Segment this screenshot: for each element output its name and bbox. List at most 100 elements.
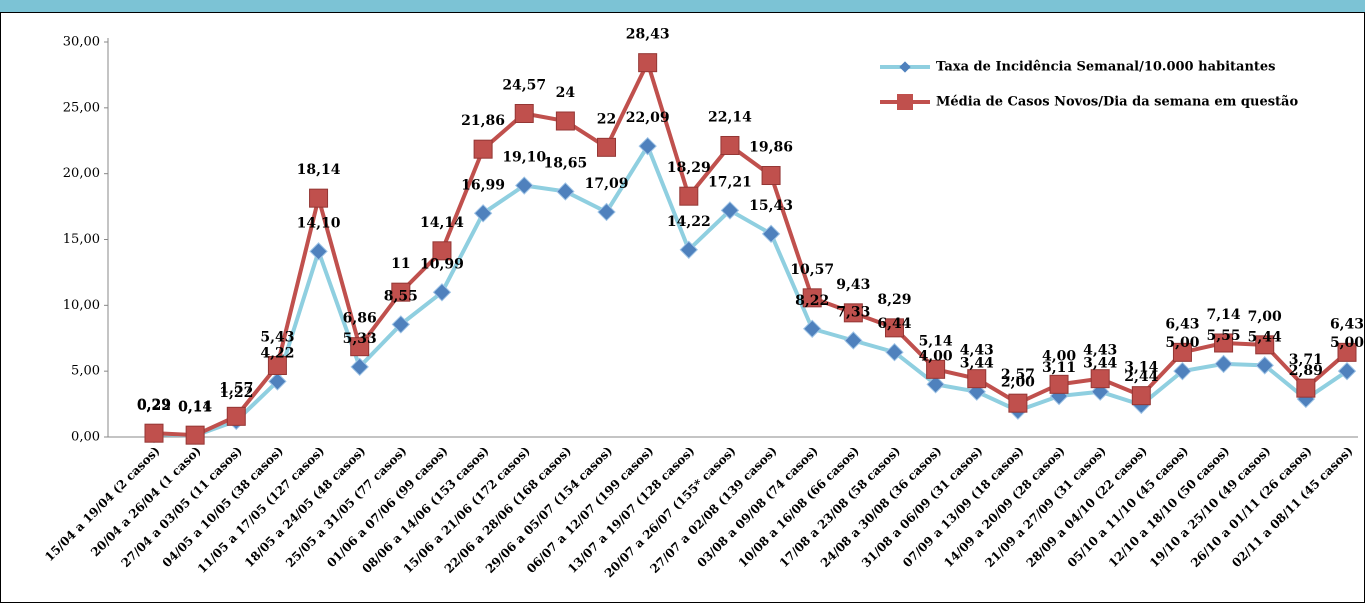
marker [555,111,575,131]
value-label: 17,21 [708,174,752,190]
marker [226,406,246,426]
marker [720,201,740,220]
marker [309,188,329,208]
value-label: 5,44 [1248,329,1282,345]
marker [1049,374,1069,394]
marker [885,343,904,362]
marker [761,224,781,244]
marker [473,139,493,159]
marker [515,176,534,195]
marker [884,318,904,338]
y-tick-label: 30,00 [63,35,100,50]
value-label: 7,00 [1248,309,1282,325]
legend-label: Média de Casos Novos/Dia da semana em qu… [936,95,1298,110]
value-label: 3,14 [1124,360,1158,376]
marker [967,369,987,389]
value-label: 3,44 [960,356,994,372]
marker [309,242,328,261]
value-label: 21,86 [461,113,505,129]
marker [597,202,616,222]
y-tick-label: 20,00 [63,166,100,181]
value-label: 5,00 [1165,335,1199,351]
marker [926,375,945,394]
marker [597,137,617,157]
marker [1173,361,1192,381]
marker [350,357,369,377]
value-label: 6,86 [343,311,377,327]
value-label: 1,57 [219,380,253,396]
value-label: 24 [556,85,576,101]
value-label: 0,11 [178,400,212,416]
value-label: 4,00 [1042,348,1076,364]
value-label: 6,43 [1165,316,1199,332]
marker [761,166,781,186]
marker [144,423,164,443]
value-label: 5,43 [260,330,294,346]
value-label: 0,14 [178,399,212,415]
value-label: 19,86 [749,140,793,156]
value-label: 5,55 [1207,328,1241,344]
value-label: 6,44 [877,316,911,332]
value-label: 8,55 [384,288,418,304]
value-label: 17,09 [585,176,629,192]
value-label: 3,71 [1289,352,1323,368]
marker [391,315,411,334]
value-label: 1,22 [219,385,253,401]
value-label: 22,09 [626,110,670,126]
marker [720,135,740,155]
value-label: 4,00 [919,348,953,364]
top-strip [0,0,1365,12]
marker [350,337,370,357]
marker [843,303,863,323]
value-label: 24,57 [502,77,546,93]
y-tick-label: 15,00 [63,232,100,247]
value-label: 10,99 [420,256,464,272]
marker [1337,361,1357,381]
value-label: 14,14 [420,215,464,231]
value-label: 5,33 [343,331,377,347]
value-label: 9,43 [836,277,870,293]
marker [1255,335,1275,355]
marker [185,425,205,445]
value-label: 8,29 [877,292,911,308]
value-label: 5,14 [919,333,953,349]
marker [391,282,411,302]
value-label: 6,43 [1330,316,1364,332]
marker [1296,378,1316,398]
value-label: 11 [391,256,410,272]
y-tick-label: 25,00 [63,100,100,115]
value-label: 2,89 [1289,363,1323,379]
value-label: 3,11 [1042,360,1076,376]
value-label: 16,99 [461,177,505,193]
marker [638,53,658,73]
value-label: 19,10 [502,150,546,166]
marker [1172,342,1192,362]
marker [1255,356,1274,375]
value-label: 0,22 [137,398,171,414]
y-tick-label: 10,00 [63,298,100,313]
y-tick-label: 0,00 [71,430,100,445]
marker [267,356,287,376]
chart-frame [0,12,1365,603]
marker [1131,386,1151,406]
marker [1090,369,1110,389]
marker [1008,393,1028,413]
marker [926,359,946,379]
value-label: 22,14 [708,109,752,125]
marker [432,241,452,261]
marker [556,182,575,201]
value-label: 4,43 [960,343,994,359]
marker [514,103,534,123]
marker [432,283,452,302]
value-label: 18,65 [543,155,587,171]
value-label: 2,44 [1124,369,1158,385]
marker [679,186,699,206]
marker [803,319,822,338]
y-tick-label: 5,00 [71,364,100,379]
value-label: 4,43 [1083,343,1117,359]
value-label: 28,43 [626,27,670,43]
value-label: 7,33 [836,304,870,320]
value-label: 18,29 [667,160,711,176]
